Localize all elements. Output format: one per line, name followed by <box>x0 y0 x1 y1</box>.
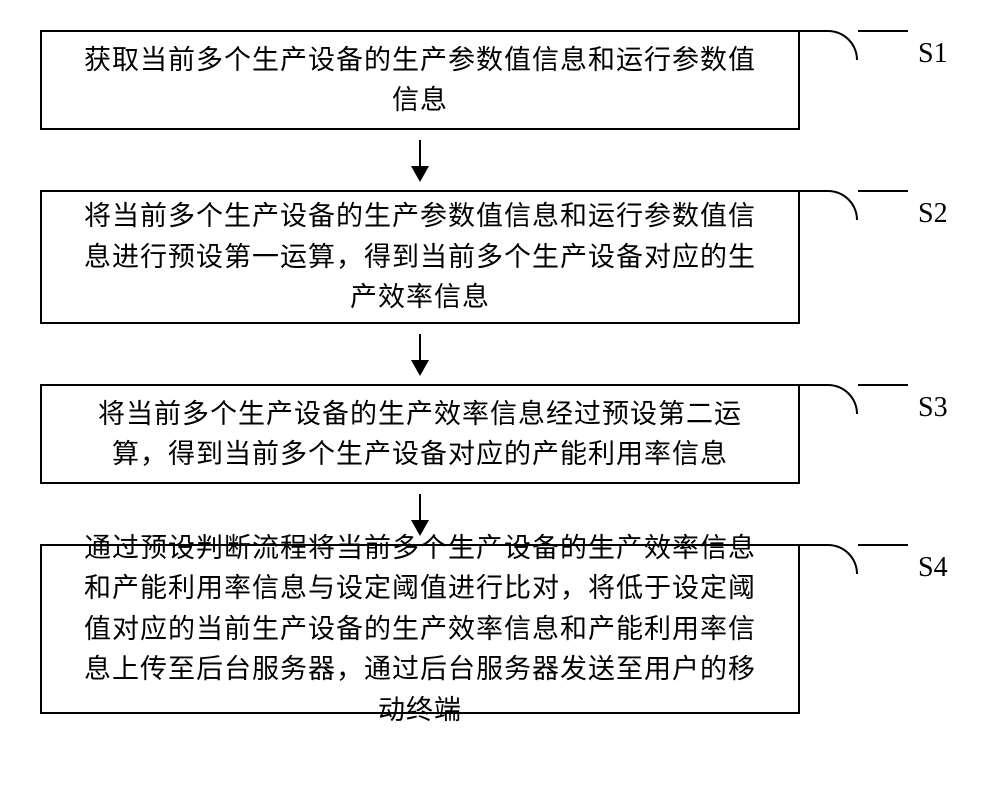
label-s4: S4 <box>918 552 948 584</box>
connector-line-s2 <box>858 190 908 192</box>
connector-line-s3 <box>858 384 908 386</box>
arrow-2 <box>40 324 800 384</box>
step-box-s1: 获取当前多个生产设备的生产参数值信息和运行参数值信息 <box>40 30 800 130</box>
flowchart-container: 获取当前多个生产设备的生产参数值信息和运行参数值信息 S1 将当前多个生产设备的… <box>40 30 960 714</box>
label-s1: S1 <box>918 38 948 70</box>
arrow-1 <box>40 130 800 190</box>
connector-line-s1 <box>858 30 908 32</box>
step-box-s4: 通过预设判断流程将当前多个生产设备的生产效率信息和产能利用率信息与设定阈值进行比… <box>40 544 800 714</box>
step-text-s1: 获取当前多个生产设备的生产参数值信息和运行参数值信息 <box>72 40 768 121</box>
label-s2: S2 <box>918 198 948 230</box>
connector-s3 <box>798 384 858 414</box>
arrow-line-2 <box>419 334 421 374</box>
step-text-s3: 将当前多个生产设备的生产效率信息经过预设第二运算，得到当前多个生产设备对应的产能… <box>72 394 768 475</box>
connector-s4 <box>798 544 858 574</box>
step-text-s4: 通过预设判断流程将当前多个生产设备的生产效率信息和产能利用率信息与设定阈值进行比… <box>72 528 768 731</box>
step-text-s2: 将当前多个生产设备的生产参数值信息和运行参数值信息进行预设第一运算，得到当前多个… <box>72 196 768 318</box>
step-box-s3: 将当前多个生产设备的生产效率信息经过预设第二运算，得到当前多个生产设备对应的产能… <box>40 384 800 484</box>
connector-s1 <box>798 30 858 60</box>
arrow-line-1 <box>419 140 421 180</box>
connector-s2 <box>798 190 858 220</box>
step-box-s2: 将当前多个生产设备的生产参数值信息和运行参数值信息进行预设第一运算，得到当前多个… <box>40 190 800 324</box>
connector-line-s4 <box>858 544 908 546</box>
label-s3: S3 <box>918 392 948 424</box>
